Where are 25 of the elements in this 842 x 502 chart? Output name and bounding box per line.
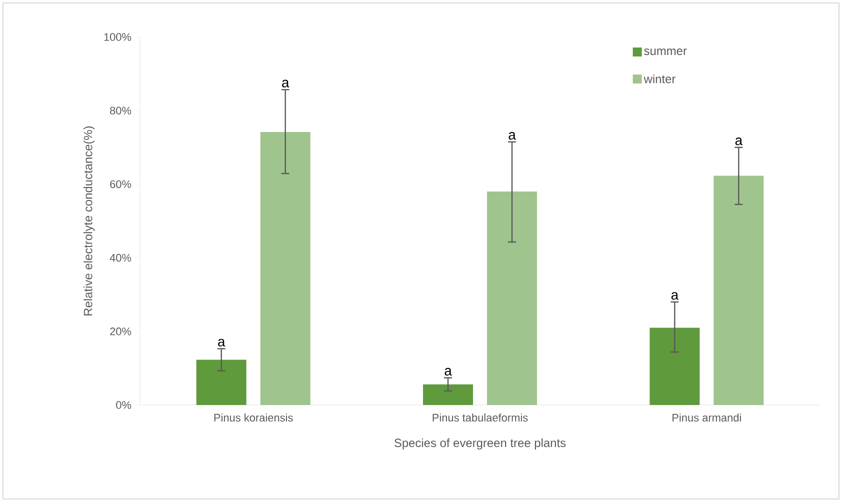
annotation: a xyxy=(508,132,516,140)
y-tick-label: 20% xyxy=(110,328,132,336)
annotation: a xyxy=(282,80,290,88)
annotation: a xyxy=(444,368,452,376)
y-tick-label: 100% xyxy=(104,33,132,41)
legend-label: winter xyxy=(644,74,676,84)
y-tick-label: 40% xyxy=(110,254,132,262)
annotation: a xyxy=(735,138,743,146)
annotation: a xyxy=(671,292,679,300)
bar xyxy=(423,384,474,405)
bar xyxy=(650,328,700,405)
legend-label: summer xyxy=(644,48,687,56)
y-tick-label: 60% xyxy=(110,180,132,188)
x-tick-label: Pinus armandi xyxy=(672,414,741,422)
bar xyxy=(260,132,310,405)
x-axis-title: Species of evergreen tree plants xyxy=(394,438,566,450)
y-tick-label: 0% xyxy=(116,401,132,409)
y-tick-label: 80% xyxy=(110,106,132,114)
annotation: a xyxy=(218,338,226,346)
bar xyxy=(196,360,246,405)
y-axis-title: Relative electrolyte conductance(%) xyxy=(83,126,95,316)
bar xyxy=(487,192,538,405)
x-tick-label: Pinus koraiensis xyxy=(214,414,293,422)
x-tick-label: Pinus tabulaeformis xyxy=(432,414,528,422)
bar xyxy=(714,176,764,405)
